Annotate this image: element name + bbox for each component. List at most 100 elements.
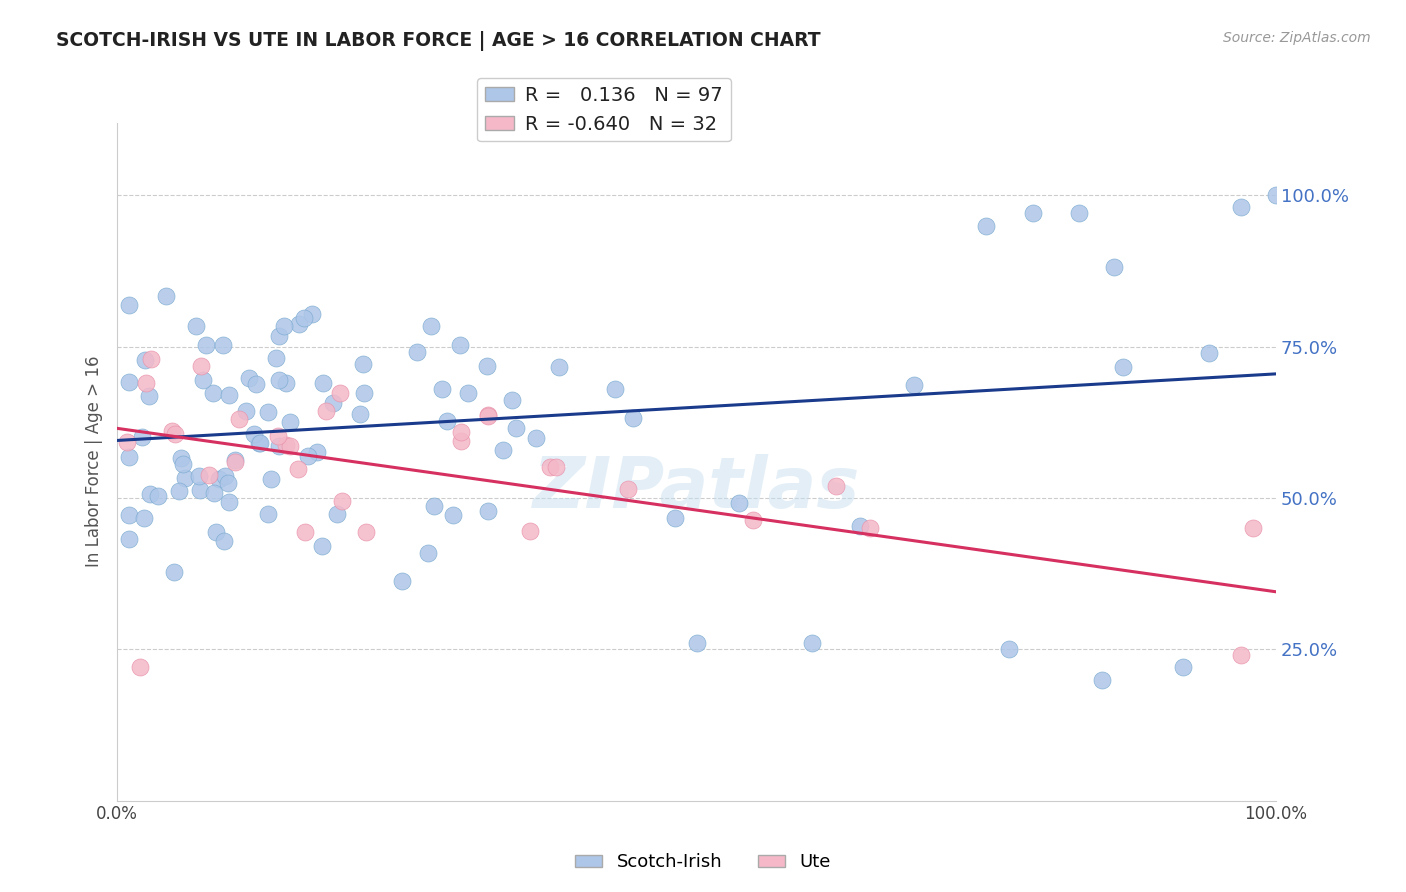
Point <box>1173 660 1195 674</box>
Point <box>330 494 353 508</box>
Point <box>280 439 302 453</box>
Point <box>519 524 541 538</box>
Point <box>505 421 527 435</box>
Point <box>315 404 337 418</box>
Point <box>450 425 472 439</box>
Point <box>212 338 235 352</box>
Point <box>621 411 644 425</box>
Point <box>524 431 547 445</box>
Point <box>118 508 141 522</box>
Point <box>129 660 152 674</box>
Point <box>214 469 236 483</box>
Point <box>801 636 824 650</box>
Point <box>312 376 335 390</box>
Point <box>477 504 499 518</box>
Point <box>247 436 270 450</box>
Point <box>160 424 183 438</box>
Point <box>167 483 190 498</box>
Point <box>190 359 212 373</box>
Point <box>305 445 328 459</box>
Point <box>859 521 882 535</box>
Point <box>406 345 429 359</box>
Point <box>391 574 413 588</box>
Point <box>492 442 515 457</box>
Point <box>131 430 153 444</box>
Point <box>224 453 246 467</box>
Point <box>245 377 267 392</box>
Text: Source: ZipAtlas.com: Source: ZipAtlas.com <box>1223 31 1371 45</box>
Point <box>1091 673 1114 687</box>
Point <box>197 468 219 483</box>
Point <box>287 462 309 476</box>
Legend: Scotch-Irish, Ute: Scotch-Irish, Ute <box>568 847 838 879</box>
Point <box>204 524 226 539</box>
Point <box>1241 521 1264 535</box>
Point <box>685 636 707 650</box>
Point <box>501 393 523 408</box>
Point <box>269 328 291 343</box>
Point <box>329 386 352 401</box>
Point <box>1102 260 1125 275</box>
Point <box>139 486 162 500</box>
Point <box>118 298 141 312</box>
Point <box>218 495 240 509</box>
Point <box>292 310 315 325</box>
Point <box>274 376 297 390</box>
Point <box>257 405 280 419</box>
Point <box>193 373 215 387</box>
Point <box>214 533 236 548</box>
Point <box>974 219 997 233</box>
Point <box>436 414 458 428</box>
Point <box>352 357 374 371</box>
Point <box>249 436 271 450</box>
Point <box>617 482 640 496</box>
Point <box>118 376 141 390</box>
Point <box>449 338 471 352</box>
Point <box>115 434 138 449</box>
Point <box>163 426 186 441</box>
Point <box>475 359 498 373</box>
Point <box>430 382 453 396</box>
Point <box>278 415 301 429</box>
Point <box>998 642 1021 657</box>
Point <box>1265 188 1288 202</box>
Point <box>824 479 846 493</box>
Point <box>1198 345 1220 359</box>
Text: ZIPatlas: ZIPatlas <box>533 454 860 524</box>
Legend: R =   0.136   N = 97, R = -0.640   N = 32: R = 0.136 N = 97, R = -0.640 N = 32 <box>477 78 731 142</box>
Point <box>118 450 141 464</box>
Point <box>188 483 211 497</box>
Point <box>202 486 225 500</box>
Point <box>260 471 283 485</box>
Point <box>457 385 479 400</box>
Point <box>155 289 177 303</box>
Point <box>422 499 444 513</box>
Point <box>326 508 349 522</box>
Point <box>441 508 464 522</box>
Point <box>728 496 751 510</box>
Point <box>139 352 162 367</box>
Point <box>238 371 260 385</box>
Text: SCOTCH-IRISH VS UTE IN LABOR FORCE | AGE > 16 CORRELATION CHART: SCOTCH-IRISH VS UTE IN LABOR FORCE | AGE… <box>56 31 821 51</box>
Point <box>538 459 561 474</box>
Point <box>163 565 186 579</box>
Point <box>297 449 319 463</box>
Point <box>294 525 316 540</box>
Point <box>170 451 193 466</box>
Point <box>903 378 925 392</box>
Point <box>134 352 156 367</box>
Point <box>546 460 568 475</box>
Point <box>1067 206 1090 220</box>
Point <box>235 404 257 418</box>
Point <box>269 439 291 453</box>
Point <box>664 511 686 525</box>
Point <box>274 438 297 452</box>
Point <box>264 351 287 366</box>
Point <box>186 319 208 334</box>
Point <box>194 337 217 351</box>
Point <box>174 471 197 485</box>
Point <box>477 409 499 423</box>
Point <box>146 489 169 503</box>
Point <box>605 382 627 396</box>
Y-axis label: In Labor Force | Age > 16: In Labor Force | Age > 16 <box>86 356 103 567</box>
